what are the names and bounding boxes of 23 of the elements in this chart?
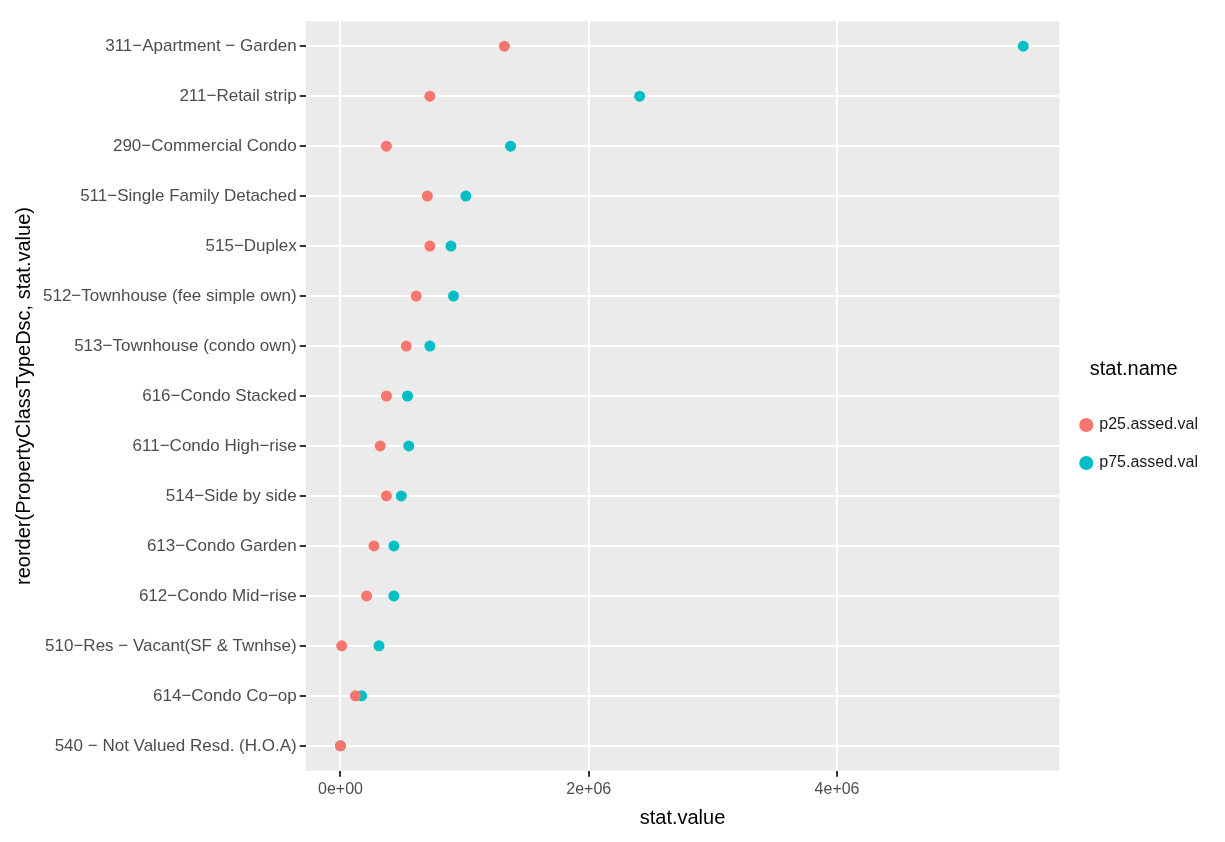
x-tick-label: 4e+06 (814, 779, 860, 797)
y-tick-label: 511−Single Family Detached (80, 185, 297, 205)
x-tick-label: 0e+00 (318, 779, 364, 797)
y-tick-label: 612−Condo Mid−rise (138, 585, 297, 605)
y-tick-label: 613−Condo Garden (146, 535, 297, 555)
legend-label: p75.assed.val (1099, 453, 1198, 471)
y-tick-label: 311−Apartment − Garden (105, 35, 297, 55)
y-tick-label: 514−Side by side (165, 485, 297, 505)
legend-label: p25.assed.val (1099, 415, 1198, 433)
x-tick-label: 2e+06 (566, 779, 612, 797)
x-axis-title: stat.value (639, 805, 726, 828)
y-tick-label: 614−Condo Co−op (153, 685, 297, 705)
y-tick-label: 510−Res − Vacant(SF & Twnhse) (45, 635, 297, 655)
y-tick-label: 513−Townhouse (condo own) (74, 335, 297, 355)
y-tick-label: 512−Townhouse (fee simple own) (43, 285, 297, 305)
legend-title: stat.name (1089, 356, 1178, 379)
y-tick-label: 611−Condo High−rise (132, 435, 297, 455)
y-axis-title: reorder(PropertyClassTypeDsc, stat.value) (11, 207, 34, 585)
y-tick-label: 616−Condo Stacked (142, 385, 297, 405)
y-tick-label: 540 − Not Valued Resd. (H.O.A) (54, 735, 297, 755)
y-tick-label: 211−Retail strip (179, 85, 297, 105)
y-tick-label: 290−Commercial Condo (112, 135, 297, 155)
y-tick-label: 515−Duplex (205, 235, 298, 255)
